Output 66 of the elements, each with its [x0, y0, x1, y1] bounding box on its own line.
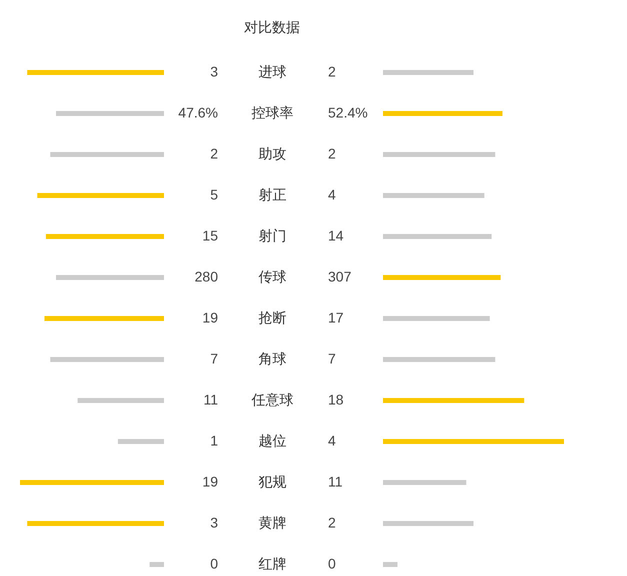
y-tick-label: 控球率 [252, 104, 294, 120]
text: 对比数据 [244, 19, 300, 35]
text: 11 [203, 392, 218, 408]
bar [383, 480, 466, 485]
text: 7 [328, 350, 336, 366]
bar [27, 521, 164, 526]
text: 7 [210, 350, 218, 366]
bar [78, 398, 164, 403]
y-tick-label: 越位 [258, 432, 286, 448]
bar [383, 521, 474, 526]
bar [27, 70, 164, 75]
text: 17 [328, 310, 344, 326]
text: 1 [210, 432, 218, 448]
bar [383, 111, 502, 116]
y-tick-label: 犯规 [258, 474, 286, 490]
bar [383, 275, 501, 280]
bar [56, 111, 164, 116]
bar [118, 439, 164, 444]
text: 307 [328, 268, 352, 284]
text: 0 [328, 556, 336, 572]
bar [383, 234, 492, 239]
bar [46, 234, 164, 239]
text: 2 [328, 514, 336, 530]
text: 3 [210, 64, 218, 80]
y-tick-label: 任意球 [250, 392, 294, 408]
bar [383, 357, 496, 362]
bar [50, 357, 164, 362]
text: 14 [328, 228, 344, 244]
bar [383, 193, 484, 198]
text: 4 [328, 432, 336, 448]
text: 2 [328, 64, 336, 80]
bar [383, 439, 564, 444]
bar [150, 562, 164, 567]
bar [37, 193, 164, 198]
bar [20, 480, 164, 485]
y-tick-label: 射正 [258, 186, 286, 202]
bar [56, 275, 164, 280]
bar [383, 562, 398, 567]
text: 47.6% [178, 104, 218, 120]
text: 52.4% [328, 104, 368, 120]
bar [383, 70, 474, 75]
bar [383, 398, 524, 403]
text: 0 [210, 556, 218, 572]
bar [50, 152, 164, 157]
text: 3 [210, 514, 218, 530]
text: 5 [210, 186, 218, 202]
y-tick-label: 红牌 [258, 556, 286, 572]
y-tick-label: 助攻 [258, 146, 286, 162]
text: 15 [202, 228, 218, 244]
text: 18 [328, 392, 344, 408]
text: 280 [194, 268, 218, 284]
y-tick-label: 射门 [258, 228, 286, 244]
bar [44, 316, 164, 321]
text: 4 [328, 186, 336, 202]
text: 19 [202, 310, 218, 326]
text: 2 [328, 146, 336, 162]
y-tick-label: 角球 [258, 350, 286, 366]
text: 19 [202, 474, 218, 490]
text: 2 [210, 146, 218, 162]
bar [383, 316, 490, 321]
bar [383, 152, 496, 157]
y-tick-label: 进球 [258, 64, 286, 80]
text: 11 [328, 474, 343, 490]
y-tick-label: 抢断 [258, 310, 286, 326]
y-tick-label: 传球 [258, 268, 286, 284]
y-tick-label: 黄牌 [258, 514, 286, 530]
